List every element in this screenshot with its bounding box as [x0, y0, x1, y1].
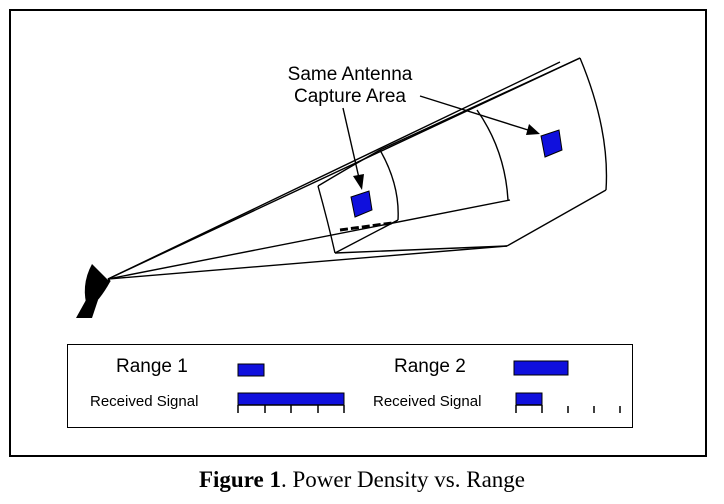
- range2-label: Range 2: [394, 356, 466, 378]
- figure-caption: Figure 1. Power Density vs. Range: [0, 467, 724, 493]
- range1-label: Range 1: [116, 356, 188, 378]
- callout-arrows: [343, 96, 540, 190]
- received-signal-label-2: Received Signal: [373, 393, 481, 410]
- received-signal-label-1: Received Signal: [90, 393, 198, 410]
- capture-area-range2: [541, 130, 562, 157]
- intermediate-cross-section: [477, 110, 508, 200]
- figure-label: Figure 1: [199, 467, 281, 492]
- callout-line-1: Same Antenna: [262, 64, 438, 86]
- capture-area-range1: [351, 191, 372, 217]
- caption-text: . Power Density vs. Range: [281, 467, 525, 492]
- radar-antenna-icon: [76, 264, 110, 318]
- callout-line-2: Capture Area: [262, 86, 438, 108]
